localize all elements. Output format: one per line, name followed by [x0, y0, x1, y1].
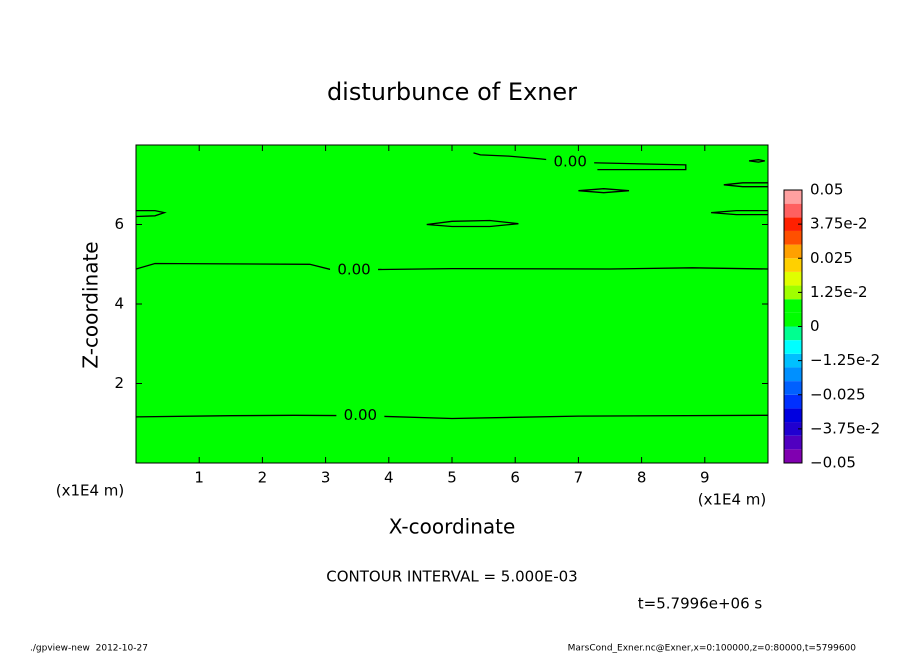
colorbar-band	[784, 367, 802, 382]
x-tick-label: 6	[510, 469, 520, 487]
colorbar-band	[784, 312, 802, 327]
colorbar-band	[784, 217, 802, 231]
x-tick-label: 3	[321, 469, 331, 487]
chart-title: disturbunce of Exner	[327, 78, 577, 106]
colorbar-tick-label: −1.25e-2	[810, 351, 880, 369]
colorbar-band	[784, 244, 802, 259]
colorbar-band	[784, 285, 802, 300]
colorbar-tick-label: −0.05	[810, 454, 856, 472]
contour-label: 0.00	[337, 260, 370, 278]
colorbar-tick-label: −3.75e-2	[810, 419, 880, 437]
colorbar-band	[784, 422, 802, 436]
footer-left: ./gpview-new 2012-10-27	[30, 644, 148, 654]
colorbar-tick-label: 0.05	[810, 181, 843, 199]
colorbar-band	[784, 353, 802, 368]
colorbar-band	[784, 381, 802, 395]
y-axis-title: Z-coordinate	[79, 241, 103, 368]
y-tick-label: 2	[114, 374, 124, 392]
contour-line	[723, 182, 768, 188]
x-unit: (x1E4 m)	[698, 491, 767, 509]
colorbar-band	[784, 190, 802, 204]
x-axis-title: X-coordinate	[389, 515, 516, 539]
colorbar-band	[784, 230, 802, 245]
colorbar-band	[784, 340, 802, 354]
colorbar-tick-label: 1.25e-2	[810, 283, 868, 301]
x-tick-label: 1	[194, 469, 204, 487]
x-tick-label: 2	[258, 469, 268, 487]
contour-label: 0.00	[344, 406, 377, 424]
contours: 0.00 0.00 0.00	[136, 152, 768, 424]
footer-right: MarsCond_Exner.nc@Exner,x=0:100000,z=0:8…	[568, 644, 857, 654]
contour-label-bg	[546, 154, 595, 171]
colorbar-tick-label: 3.75e-2	[810, 215, 868, 233]
colorbar-band	[784, 449, 802, 463]
colorbar-tick-label: 0.025	[810, 249, 853, 267]
x-tick-label: 4	[384, 469, 394, 487]
contour-label-bg	[330, 261, 379, 278]
y-tick-label: 4	[114, 295, 124, 313]
colorbar-band	[784, 258, 802, 272]
x-tick-label: 7	[574, 469, 584, 487]
colorbar-band	[784, 435, 802, 450]
y-tick-label: 6	[114, 215, 124, 233]
colorbar-band	[784, 326, 802, 341]
colorbar-tick-label: 0	[810, 317, 820, 335]
colorbar-band	[784, 271, 802, 286]
interval-note: CONTOUR INTERVAL = 5.000E-03	[326, 568, 577, 586]
x-tick-label: 8	[637, 469, 647, 487]
x-tick-label: 9	[700, 469, 710, 487]
colorbar-band	[784, 408, 802, 423]
y-unit: (x1E4 m)	[56, 482, 125, 500]
field-fill	[136, 145, 768, 463]
contour-line	[711, 209, 768, 216]
contour-label-bg	[336, 407, 385, 424]
time-note: t=5.7996e+06 s	[638, 595, 763, 613]
contour-line	[136, 209, 167, 218]
colorbar-tick-label: −0.025	[810, 385, 866, 403]
contour-label: 0.00	[553, 153, 586, 171]
contour-line	[426, 219, 519, 228]
contour-line	[578, 188, 630, 194]
x-tick-label: 5	[447, 469, 457, 487]
colorbar-band	[784, 203, 802, 218]
contour-line	[748, 159, 765, 163]
colorbar-band	[784, 299, 802, 313]
colorbar-band	[784, 394, 802, 409]
